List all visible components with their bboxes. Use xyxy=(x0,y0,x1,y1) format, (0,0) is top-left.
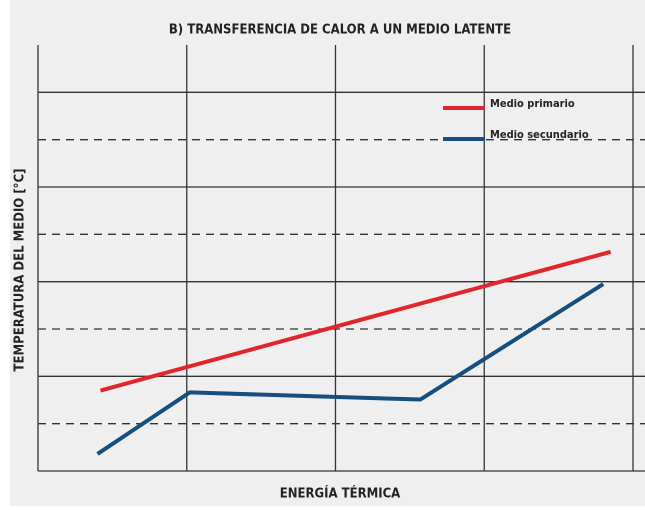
data-line xyxy=(99,249,612,393)
chart-title: B) TRANSFERENCIA DE CALOR A UN MEDIO LAT… xyxy=(169,23,511,38)
data-line xyxy=(96,282,605,456)
legend-label: Medio secundario xyxy=(490,128,589,141)
x-axis-label: ENERGÍA TÉRMICA xyxy=(280,486,400,502)
legend-label: Medio primario xyxy=(490,97,575,110)
y-axis-label: TEMPERATURA DEL MEDIO [°C] xyxy=(13,169,28,372)
background xyxy=(10,0,645,506)
